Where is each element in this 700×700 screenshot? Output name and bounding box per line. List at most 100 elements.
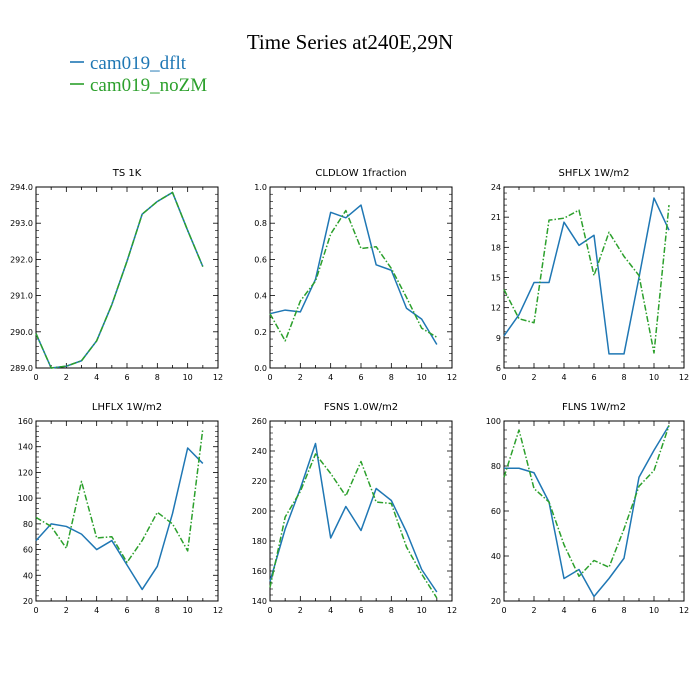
y-tick-label: 200: [252, 507, 267, 516]
y-tick-label: 260: [252, 417, 267, 426]
panels: TS 1K0 2 4 6 8 10 12289.0290.0291.0292.0293.02…: [10, 168, 689, 615]
legend: cam019_dflt cam019_noZM: [70, 53, 207, 96]
y-tick-label: 140: [252, 597, 267, 606]
panel-title: SHFLX 1W/m2: [559, 168, 630, 179]
x-tick-label: 4: [561, 606, 566, 615]
y-tick-label: 180: [252, 537, 267, 546]
y-tick-label: 60: [23, 546, 33, 555]
panel-title: FSNS 1.0W/m2: [324, 402, 398, 413]
x-tick-label: 12: [213, 606, 223, 615]
x-tick-label: 0: [267, 373, 272, 382]
x-tick-label: 2: [298, 606, 303, 615]
x-tick-label: 4: [94, 606, 99, 615]
x-tick-label: 0: [33, 606, 38, 615]
y-tick-label: 9: [496, 334, 501, 343]
x-tick-label: 6: [591, 373, 596, 382]
y-tick-label: 160: [252, 567, 267, 576]
x-tick-label: 12: [679, 606, 689, 615]
y-tick-label: 20: [23, 597, 33, 606]
x-tick-label: 10: [649, 606, 659, 615]
y-tick-label: 80: [491, 462, 501, 471]
x-tick-label: 4: [561, 373, 566, 382]
y-tick-label: 0.8: [254, 219, 267, 228]
legend-label-nozm: cam019_noZM: [90, 75, 207, 96]
y-tick-label: 160: [18, 417, 33, 426]
y-tick-label: 292.0: [10, 255, 33, 264]
panel-5: FSNS 1.0W/m2 0 2 4 6 8 10 12 140 160 180 200 220 240 2…: [252, 402, 457, 615]
x-tick-label: 4: [94, 373, 99, 382]
x-tick-label: 12: [447, 606, 457, 615]
series-line-dflt: [269, 204, 438, 345]
x-tick-label: 2: [531, 606, 536, 615]
x-tick-label: 4: [328, 606, 333, 615]
series-line-dflt: [504, 425, 670, 598]
y-tick-label: 60: [491, 507, 501, 516]
series-line-nozm: [35, 191, 204, 369]
series-line-dflt: [35, 447, 204, 591]
panel-title: FLNS 1W/m2: [562, 402, 626, 413]
series-line-nozm: [269, 453, 438, 599]
x-tick-label: 6: [124, 373, 129, 382]
x-tick-label: 6: [358, 606, 363, 615]
y-tick-label: 12: [491, 304, 501, 313]
y-tick-label: 294.0: [10, 183, 33, 192]
x-tick-label: 12: [679, 373, 689, 382]
y-tick-label: 0.6: [254, 255, 267, 264]
x-tick-label: 8: [621, 606, 626, 615]
x-tick-label: 2: [64, 606, 69, 615]
y-tick-label: 18: [491, 243, 501, 252]
x-tick-label: 0: [501, 373, 506, 382]
x-tick-label: 0: [33, 373, 38, 382]
y-tick-label: 15: [491, 274, 501, 283]
panel-6: FLNS 1W/m2 0 2 4 6 8 10 12 20 40 60 80 100: [486, 402, 689, 615]
y-tick-label: 0.0: [254, 364, 267, 373]
y-tick-label: 291.0: [10, 292, 33, 301]
y-tick-label: 21: [491, 213, 501, 222]
x-tick-label: 10: [417, 606, 427, 615]
x-tick-label: 0: [501, 606, 506, 615]
x-tick-label: 6: [591, 606, 596, 615]
figure-title: Time Series at240E,29N: [247, 30, 453, 54]
series-line-nozm: [503, 425, 670, 577]
x-tick-label: 8: [621, 373, 626, 382]
y-tick-label: 24: [491, 183, 501, 192]
y-tick-label: 1.0: [254, 183, 267, 192]
x-tick-label: 10: [417, 373, 427, 382]
series-line-nozm: [35, 428, 204, 564]
x-tick-label: 10: [649, 373, 659, 382]
x-tick-label: 12: [447, 373, 457, 382]
x-tick-label: 10: [183, 373, 193, 382]
y-tick-label: 220: [252, 477, 267, 486]
y-tick-label: 40: [23, 571, 33, 580]
y-tick-label: 240: [252, 447, 267, 456]
series-line-nozm: [269, 209, 438, 342]
y-tick-label: 289.0: [10, 364, 33, 373]
y-tick-label: 290.0: [10, 328, 33, 337]
y-tick-label: 6: [496, 364, 501, 373]
x-tick-label: 6: [124, 606, 129, 615]
x-tick-label: 8: [389, 373, 394, 382]
panel-title: TS 1K: [112, 168, 142, 179]
y-tick-label: 100: [486, 417, 501, 426]
x-tick-label: 12: [213, 373, 223, 382]
x-tick-label: 8: [389, 606, 394, 615]
panel-4: LHFLX 1W/m2 0 2 4 6 8 10 12 20 40 60 80 100 120 140 160: [18, 402, 223, 615]
x-tick-label: 6: [358, 373, 363, 382]
panel-1: TS 1K 0 2 4 6 8 10 12 289.0 290.0 291.0 292.0 293.0 2…: [10, 168, 223, 382]
x-tick-label: 8: [155, 606, 160, 615]
y-tick-label: 293.0: [10, 219, 33, 228]
x-tick-label: 4: [328, 373, 333, 382]
x-tick-label: 10: [183, 606, 193, 615]
y-tick-label: 120: [18, 468, 33, 477]
panel-title: CLDLOW 1fraction: [315, 168, 406, 179]
y-tick-label: 80: [23, 520, 33, 529]
y-tick-label: 20: [491, 597, 501, 606]
x-tick-label: 2: [298, 373, 303, 382]
y-tick-label: 140: [18, 443, 33, 452]
x-tick-label: 2: [64, 373, 69, 382]
x-tick-label: 2: [531, 373, 536, 382]
panel-2: CLDLOW 1fraction 0 2 4 6 8 10 12 0.0 0.2 0.4 0.6 0.8…: [254, 168, 457, 382]
